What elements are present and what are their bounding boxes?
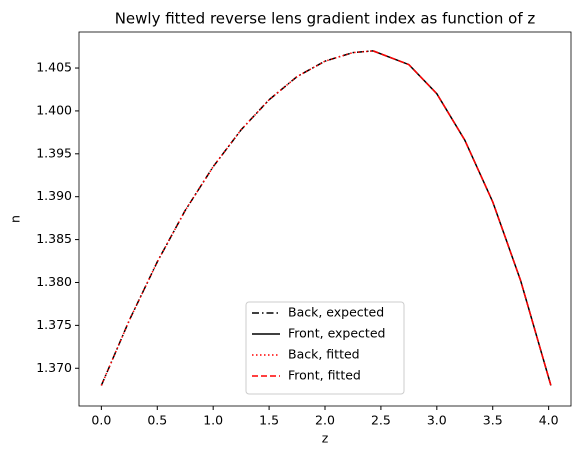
x-tick-label: 4.0 [539, 413, 559, 428]
y-tick-label: 1.380 [36, 274, 72, 289]
y-tick-label: 1.375 [36, 317, 72, 332]
axes-frame [78, 31, 572, 407]
x-tick-label: 2.5 [371, 413, 391, 428]
y-tick-label: 1.385 [36, 231, 72, 246]
x-tick-label: 3.0 [427, 413, 447, 428]
x-axis-label: z [322, 431, 329, 446]
y-tick-label: 1.400 [36, 102, 72, 117]
y-tick-label: 1.370 [36, 360, 72, 375]
series-line [372, 50, 552, 386]
x-tick-label: 0.5 [147, 413, 167, 428]
x-tick-label: 2.0 [315, 413, 335, 428]
x-tick-label: 0.0 [91, 413, 111, 428]
y-axis-label: n [8, 215, 23, 223]
legend-label: Back, expected [288, 305, 384, 320]
y-tick-label: 1.395 [36, 145, 72, 160]
y-tick-label: 1.390 [36, 188, 72, 203]
legend-box [245, 301, 405, 395]
series-line [100, 50, 374, 386]
x-tick-label: 3.5 [483, 413, 503, 428]
chart-title: Newly fitted reverse lens gradient index… [115, 10, 536, 28]
legend-label: Front, fitted [288, 368, 361, 383]
legend-label: Back, fitted [288, 347, 360, 362]
x-tick-label: 1.0 [203, 413, 223, 428]
legend-label: Front, expected [288, 326, 385, 341]
x-tick-label: 1.5 [259, 413, 279, 428]
y-tick-label: 1.405 [36, 60, 72, 75]
